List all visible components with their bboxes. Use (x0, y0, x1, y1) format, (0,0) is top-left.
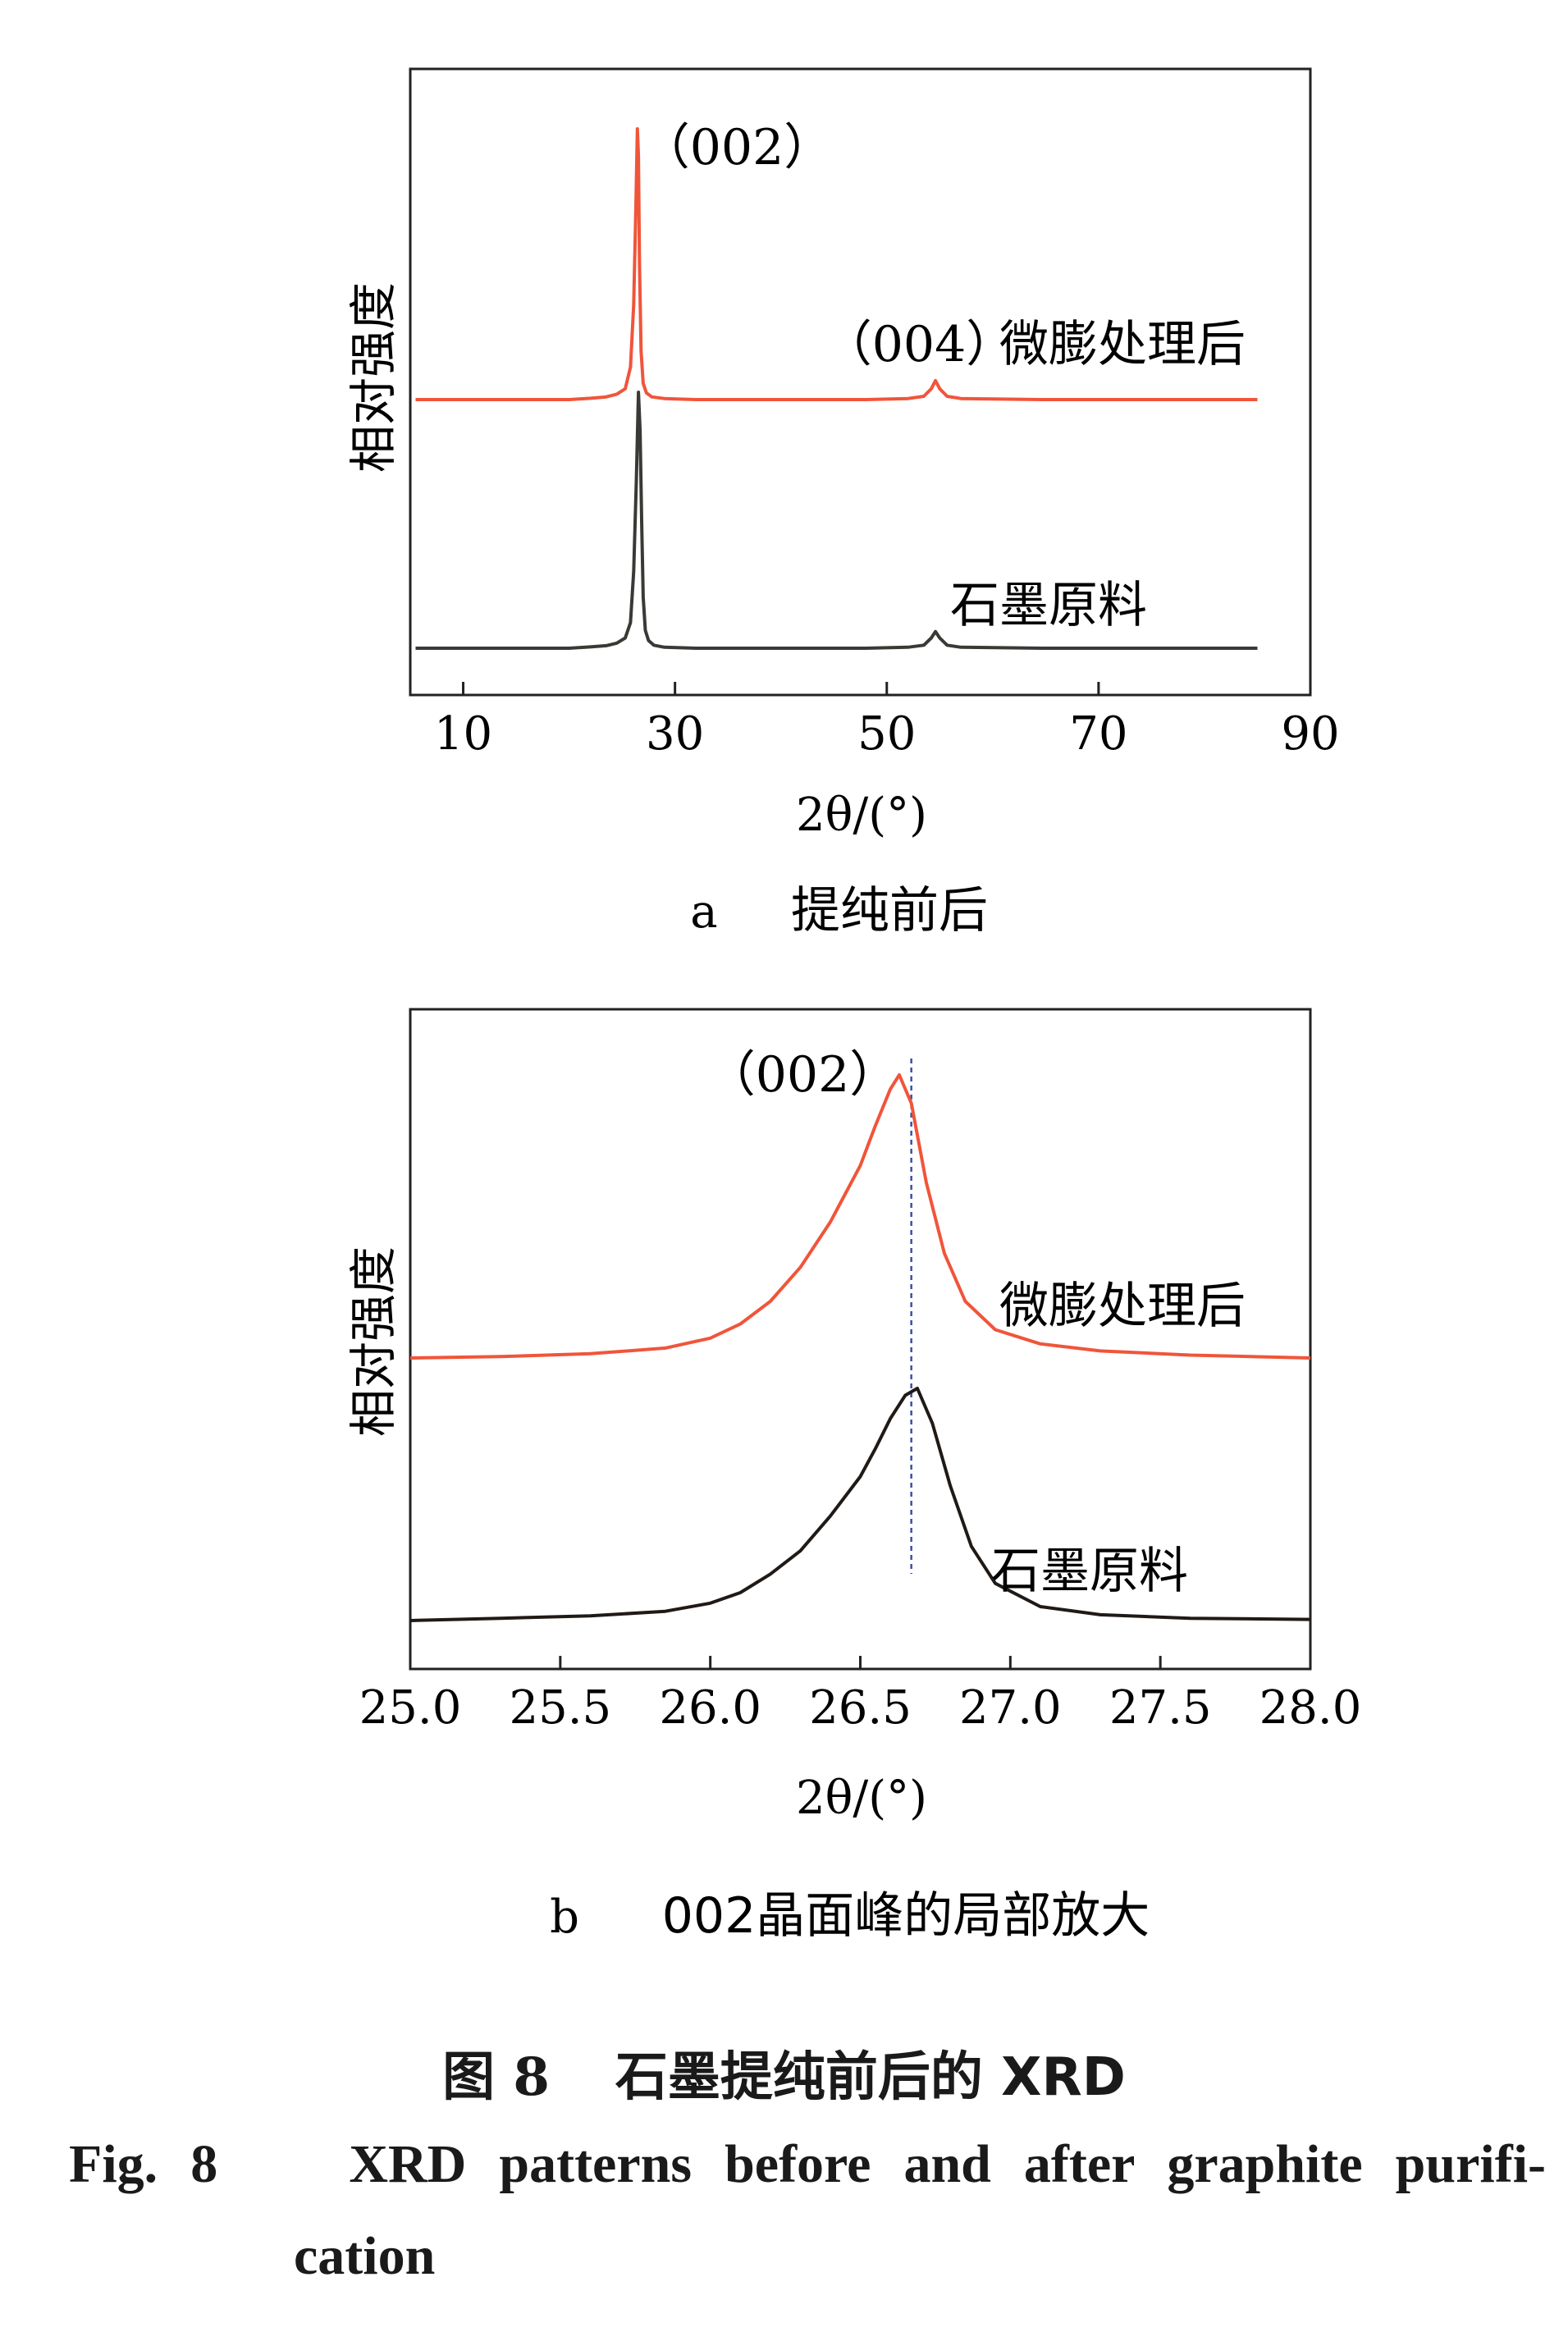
series-line-treated (409, 1073, 1311, 1360)
figure-number-english: Fig. 8 (69, 2134, 218, 2194)
series-line-treated (415, 127, 1258, 401)
x-tick-label: 27.5 (1109, 1681, 1212, 1735)
x-ticks-b: 25.0 25.5 26.0 26.5 27.0 27.5 28.0 (359, 1656, 1362, 1735)
panel-title-a: 提纯前后 (791, 882, 988, 940)
annotation-002-a: （002） (641, 119, 834, 176)
x-tick-label: 27.0 (959, 1681, 1062, 1735)
series-label-treated-b: 微膨处理后 (999, 1278, 1246, 1335)
series-label-raw-b: 石墨原料 (991, 1543, 1188, 1600)
x-tick-label: 26.0 (659, 1681, 761, 1735)
ylabel-a: 相对强度 (345, 282, 401, 473)
figure-title-chinese: 石墨提纯前后的 XRD (615, 2047, 1126, 2108)
x-tick-label: 90 (1281, 707, 1339, 761)
x-tick-label: 25.0 (359, 1681, 462, 1735)
figure-caption-english-line1: Fig. 8 XRD patterns before and after gra… (69, 2133, 1546, 2196)
x-tick-label: 50 (857, 707, 916, 761)
panel-label-b: b (550, 1891, 579, 1944)
series-group-b (409, 1073, 1311, 1622)
figure-caption-english-line2: cation (294, 2225, 435, 2288)
x-tick-label: 70 (1069, 707, 1127, 761)
plot-frame-a (409, 67, 1312, 697)
annotation-002-b: （002） (706, 1046, 899, 1104)
series-line-raw (409, 1387, 1311, 1622)
x-tick-label: 26.5 (809, 1681, 912, 1735)
series-label-raw-a: 石墨原料 (950, 577, 1147, 634)
xlabel-a: 2θ/(°) (796, 789, 927, 842)
ylabel-b: 相对强度 (345, 1246, 401, 1437)
panel-b: 25.0 25.5 26.0 26.5 27.0 27.5 28.0 相对强度 2θ/(°)… (345, 1008, 1362, 1945)
annotation-004-a: （004） (823, 316, 1016, 373)
series-group-a (415, 127, 1258, 650)
series-line-raw (415, 391, 1258, 650)
panel-label-a: a (690, 885, 717, 939)
figure-caption-chinese: 图 8 石墨提纯前后的 XRD (0, 2035, 1568, 2110)
x-tick-label: 25.5 (509, 1681, 611, 1735)
panel-title-b: 002晶面峰的局部放大 (662, 1887, 1150, 1945)
x-tick-label: 10 (434, 707, 492, 761)
x-ticks-a: 10 30 50 70 90 (434, 682, 1340, 761)
x-tick-label: 28.0 (1259, 1681, 1362, 1735)
figure-title-english-2: cation (294, 2226, 436, 2286)
figure-title-english-1: XRD patterns before and after graphite p… (349, 2134, 1547, 2194)
x-tick-label: 30 (646, 707, 704, 761)
figure-number-chinese: 图 8 (442, 2046, 550, 2108)
series-label-treated-a: 微膨处理后 (999, 316, 1246, 373)
xlabel-b: 2θ/(°) (796, 1772, 927, 1825)
panel-a: 10 30 50 70 90 相对强度 2θ/(°) （002） （004） 微膨处理后… (345, 67, 1340, 940)
